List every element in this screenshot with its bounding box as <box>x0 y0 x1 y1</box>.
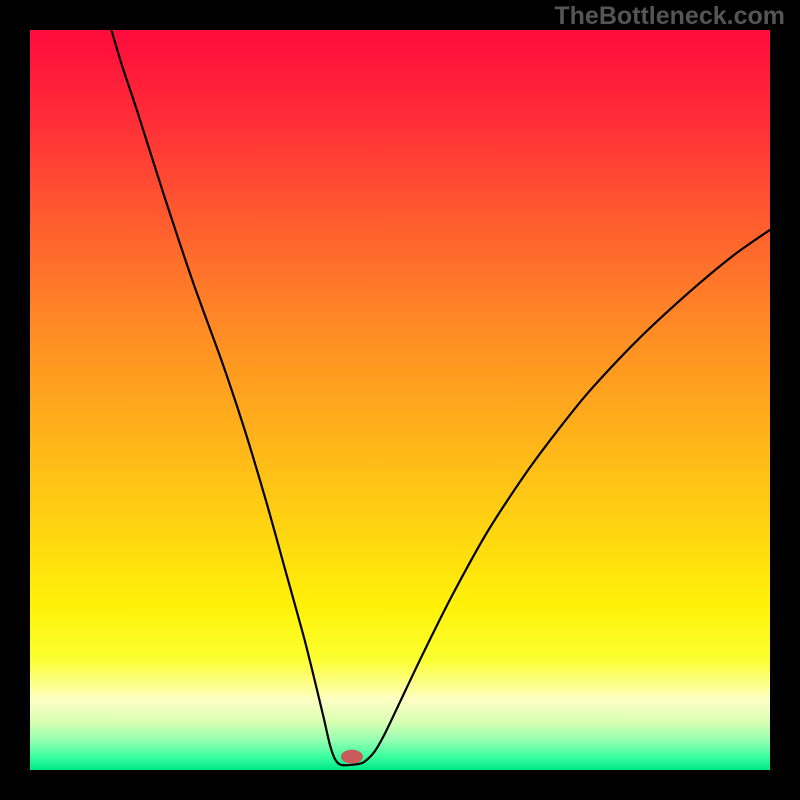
plot-gradient-background <box>30 30 770 770</box>
watermark-text: TheBottleneck.com <box>554 2 785 31</box>
chart-container: TheBottleneck.com <box>0 0 800 800</box>
